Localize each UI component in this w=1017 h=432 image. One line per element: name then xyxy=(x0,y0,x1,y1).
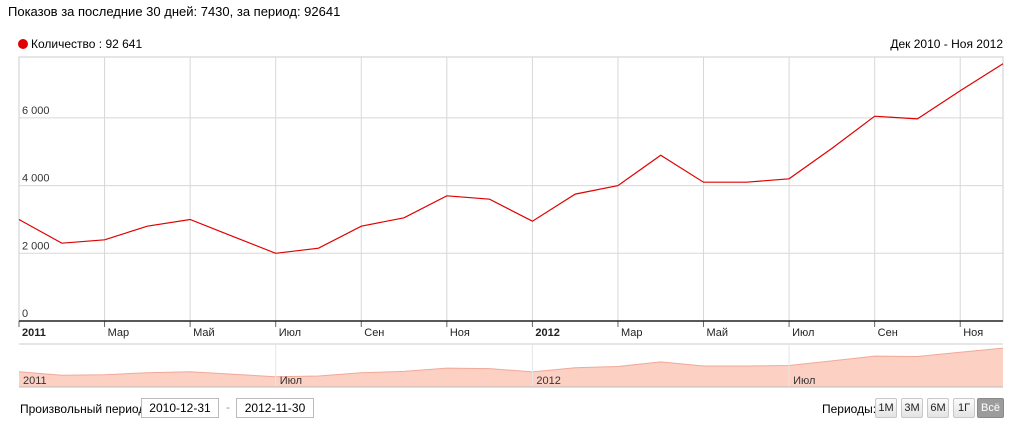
period-button-1y[interactable]: 1Г xyxy=(953,398,975,418)
data-point[interactable] xyxy=(316,246,321,251)
data-point[interactable] xyxy=(530,219,535,224)
x-tick-label: Мар xyxy=(621,327,643,339)
data-point[interactable] xyxy=(145,224,150,229)
data-point[interactable] xyxy=(487,197,492,202)
y-tick-label: 6 000 xyxy=(22,105,50,117)
navigator-area xyxy=(19,348,1003,387)
data-point[interactable] xyxy=(787,176,792,181)
custom-period-label: Произвольный период: xyxy=(20,402,149,416)
x-tick-label: Сен xyxy=(364,327,384,339)
data-point[interactable] xyxy=(1001,61,1006,66)
x-tick-label: Мар xyxy=(108,327,130,339)
date-from-input[interactable] xyxy=(141,398,219,418)
data-point[interactable] xyxy=(744,180,749,185)
series-line xyxy=(18,63,1004,254)
navigator-label: Июл xyxy=(793,375,815,387)
periods-label: Периоды: xyxy=(822,402,877,416)
data-point[interactable] xyxy=(188,217,193,222)
data-point[interactable] xyxy=(658,153,663,158)
data-point[interactable] xyxy=(701,180,706,185)
period-button-1m[interactable]: 1М xyxy=(875,398,897,418)
data-point[interactable] xyxy=(958,88,963,93)
navigator-label: 2011 xyxy=(23,375,47,387)
data-point[interactable] xyxy=(915,116,920,121)
data-point[interactable] xyxy=(573,192,578,197)
navigator[interactable]: 2011 Июл 2012 Июл xyxy=(18,343,1004,388)
date-separator: - xyxy=(226,400,230,414)
date-to-input[interactable] xyxy=(236,398,314,418)
data-point[interactable] xyxy=(615,183,620,188)
data-point[interactable] xyxy=(59,241,64,246)
data-point[interactable] xyxy=(359,224,364,229)
legend[interactable]: Количество : 92 641 xyxy=(18,37,142,51)
footer-controls: Произвольный период: - Периоды: 1М 3М 6М… xyxy=(0,397,1017,423)
x-tick-label: Июл xyxy=(279,327,301,339)
data-point[interactable] xyxy=(402,215,407,220)
period-button-all[interactable]: Всё xyxy=(977,398,1004,418)
summary-text: Показов за последние 30 дней: 7430, за п… xyxy=(8,4,341,19)
data-point[interactable] xyxy=(829,146,834,151)
data-point[interactable] xyxy=(273,251,278,256)
legend-label: Количество : 92 641 xyxy=(31,37,143,51)
data-point[interactable] xyxy=(444,193,449,198)
x-tick-label: Сен xyxy=(878,327,898,339)
y-tick-label: 2 000 xyxy=(22,240,50,252)
plot-area: 0 2 000 4 000 6 000 2011 Мар Май Июл Сен Ноя 2012 М… xyxy=(17,56,1006,339)
data-point[interactable] xyxy=(102,237,107,242)
x-tick-label: Май xyxy=(707,327,729,339)
period-button-6m[interactable]: 6М xyxy=(927,398,949,418)
data-point[interactable] xyxy=(230,234,235,239)
plot-frame xyxy=(18,56,1004,322)
data-point[interactable] xyxy=(872,114,877,119)
navigator-label: Июл xyxy=(280,375,302,387)
legend-marker-icon xyxy=(18,39,28,49)
y-tick-label: 0 xyxy=(22,308,28,320)
y-tick-label: 4 000 xyxy=(22,173,50,185)
line-chart[interactable]: 0 2 000 4 000 6 000 2011 Мар Май Июл Сен Ноя 2012 М… xyxy=(0,0,1017,397)
date-range-label: Дек 2010 - Ноя 2012 xyxy=(890,37,1003,51)
navigator-line xyxy=(18,347,1004,378)
x-tick-label: Май xyxy=(193,327,215,339)
x-tick-label: 2012 xyxy=(535,327,559,339)
x-tick-label: Июл xyxy=(792,327,814,339)
period-button-3m[interactable]: 3М xyxy=(901,398,923,418)
x-tick-label: Ноя xyxy=(963,327,983,339)
x-tick-label: Ноя xyxy=(450,327,470,339)
x-tick-label: 2011 xyxy=(22,327,46,339)
navigator-label: 2012 xyxy=(536,375,560,387)
data-point[interactable] xyxy=(17,217,22,222)
